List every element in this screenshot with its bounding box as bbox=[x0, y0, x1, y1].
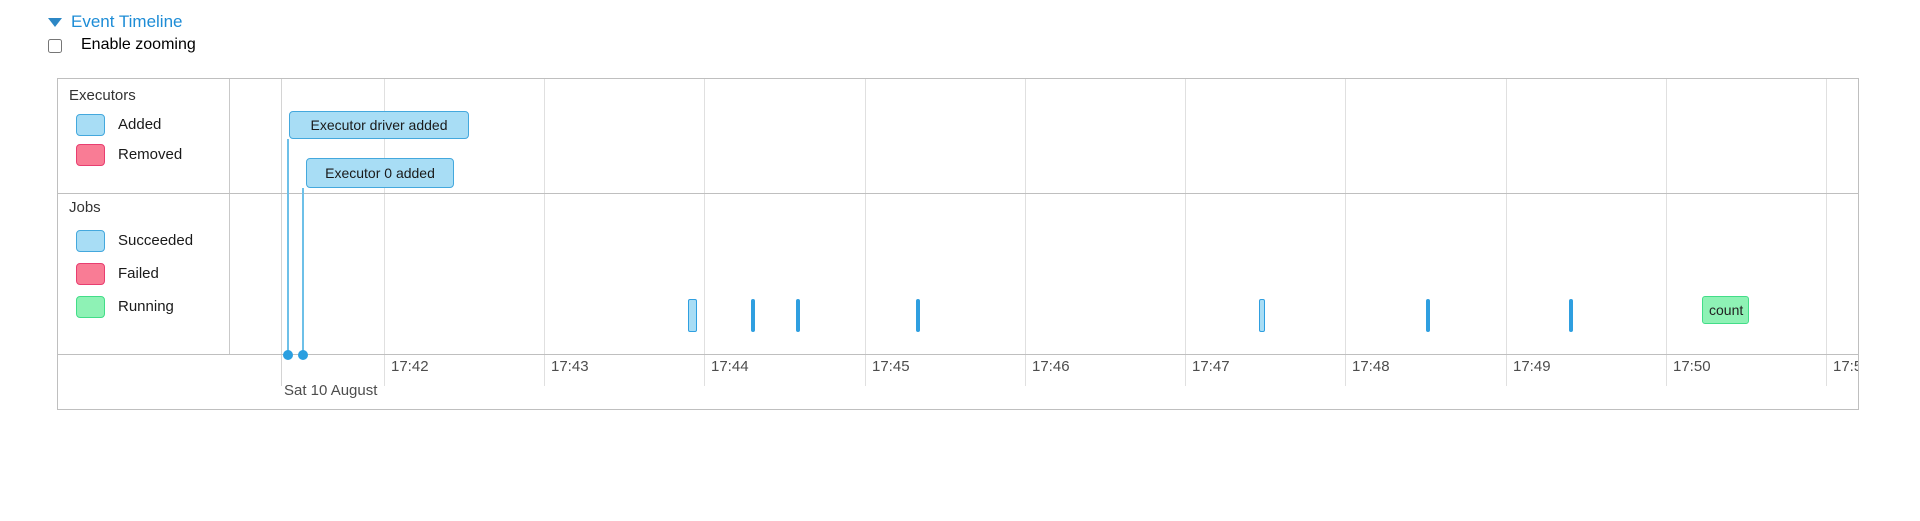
legend-item-label: Added bbox=[118, 116, 162, 133]
axis-tick-label: 17:45 bbox=[872, 358, 910, 375]
legend-item-added: Added bbox=[76, 114, 226, 136]
collapse-arrow-icon bbox=[48, 17, 62, 27]
green-swatch-icon bbox=[76, 296, 105, 318]
executor-event-dot[interactable] bbox=[283, 350, 293, 360]
job-bar[interactable] bbox=[916, 299, 920, 332]
gridline bbox=[865, 79, 866, 386]
window-start-gridline bbox=[281, 79, 282, 386]
time-axis-line bbox=[58, 354, 1858, 355]
executor-event-line bbox=[302, 188, 304, 358]
executors-jobs-divider bbox=[58, 193, 1858, 194]
gridline bbox=[1025, 79, 1026, 386]
executors-group-label: Executors bbox=[69, 87, 136, 104]
axis-tick-label: 17:47 bbox=[1192, 358, 1230, 375]
job-bar[interactable] bbox=[1569, 299, 1573, 332]
job-bar[interactable] bbox=[751, 299, 755, 332]
axis-tick-label: 17:48 bbox=[1352, 358, 1390, 375]
running-job-box[interactable]: count bbox=[1702, 296, 1749, 324]
gridline bbox=[544, 79, 545, 386]
axis-tick-label: 17:51 bbox=[1833, 358, 1858, 375]
executor-event-dot[interactable] bbox=[298, 350, 308, 360]
axis-tick-label: 17:50 bbox=[1673, 358, 1711, 375]
gridline bbox=[384, 79, 385, 386]
axis-tick-label: 17:46 bbox=[1032, 358, 1070, 375]
timeline-panel: Executors Added Removed Jobs Succeeded Fai… bbox=[57, 78, 1859, 410]
event-timeline-title: Event Timeline bbox=[71, 12, 183, 31]
gridline bbox=[704, 79, 705, 386]
axis-tick-label: 17:49 bbox=[1513, 358, 1551, 375]
legend-item-removed: Removed bbox=[76, 144, 226, 166]
axis-tick-label: 17:43 bbox=[551, 358, 589, 375]
pink-swatch-icon bbox=[76, 263, 105, 285]
legend-divider bbox=[229, 79, 230, 354]
enable-zooming-checkbox[interactable] bbox=[48, 39, 62, 53]
job-bar[interactable] bbox=[1426, 299, 1430, 332]
executor-event-box[interactable]: Executor driver added bbox=[289, 111, 469, 139]
gridline bbox=[1345, 79, 1346, 386]
job-bar[interactable] bbox=[1259, 299, 1265, 332]
legend-item-label: Succeeded bbox=[118, 232, 194, 249]
executor-event-line bbox=[287, 139, 289, 358]
major-date-label: Sat 10 August bbox=[284, 382, 378, 399]
axis-tick-label: 17:44 bbox=[711, 358, 749, 375]
pink-swatch-icon bbox=[76, 144, 105, 166]
gridline bbox=[1506, 79, 1507, 386]
enable-zooming-label: Enable zooming bbox=[81, 36, 196, 53]
axis-tick-label: 17:42 bbox=[391, 358, 429, 375]
legend-item-running: Running bbox=[76, 296, 226, 318]
job-bar[interactable] bbox=[688, 299, 697, 332]
event-timeline-toggle[interactable]: Event Timeline bbox=[48, 12, 183, 32]
executor-event-box[interactable]: Executor 0 added bbox=[306, 158, 454, 188]
gridline bbox=[1185, 79, 1186, 386]
legend-item-succeeded: Succeeded bbox=[76, 230, 226, 252]
blue-swatch-icon bbox=[76, 230, 105, 252]
job-bar[interactable] bbox=[796, 299, 800, 332]
gridline bbox=[1826, 79, 1827, 386]
legend-item-label: Failed bbox=[118, 265, 159, 282]
blue-swatch-icon bbox=[76, 114, 105, 136]
legend-item-label: Removed bbox=[118, 146, 183, 163]
gridline bbox=[1666, 79, 1667, 386]
jobs-group-label: Jobs bbox=[69, 199, 101, 216]
legend-item-failed: Failed bbox=[76, 263, 226, 285]
legend-item-label: Running bbox=[118, 298, 174, 315]
